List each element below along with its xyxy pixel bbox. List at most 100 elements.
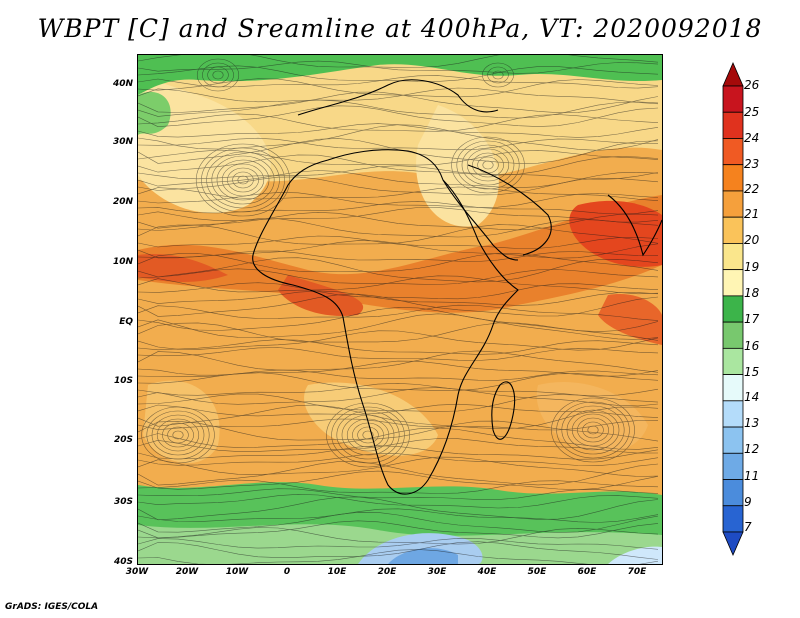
colorbar-swatch [722, 269, 744, 297]
streamline [138, 549, 659, 564]
colorbar-swatch [722, 111, 744, 139]
vortex-streamline [156, 418, 200, 452]
streamline [138, 387, 659, 407]
colorbar-swatch [722, 243, 744, 271]
streamline [138, 496, 659, 521]
india-coastline [607, 194, 662, 257]
lat-label-40s: 40S [113, 557, 133, 567]
lon-label-10w: 10W [225, 567, 249, 577]
lon-label-60e: 60E [577, 567, 597, 577]
colorbar-level-label: 13 [744, 416, 760, 430]
vortex-streamline [216, 159, 270, 201]
lon-label-50e: 50E [527, 567, 547, 577]
streamline [138, 224, 659, 245]
streamline [138, 313, 659, 340]
colorbar-swatch [722, 479, 744, 507]
lat-label-eq: EQ [119, 317, 133, 327]
colorbar-swatch [722, 164, 744, 192]
colorbar-level-label: 12 [744, 442, 760, 456]
streamline [138, 418, 659, 431]
europe-coastline [297, 79, 499, 116]
colorbar-swatch [722, 505, 744, 533]
streamline [138, 293, 659, 317]
vortex-streamline [566, 409, 620, 451]
colorbar-swatch [722, 138, 744, 166]
vortex-streamline [146, 410, 210, 460]
vortex-streamline [202, 62, 234, 88]
africa-coastline [252, 149, 519, 495]
lat-label-20n: 20N [112, 197, 133, 207]
lat-label-30s: 30S [113, 497, 133, 507]
streamline [138, 176, 659, 196]
gulf-red-orange-patch [278, 275, 364, 316]
streamline [138, 149, 659, 166]
streamline [138, 207, 659, 223]
streamline [138, 445, 659, 460]
lon-label-20w: 20W [175, 567, 199, 577]
colorbar-swatch [722, 400, 744, 428]
streamline [138, 55, 659, 68]
streamline [138, 541, 659, 560]
colorbar-level-label: 22 [744, 182, 760, 196]
streamline [138, 250, 659, 262]
lat-label-40n: 40N [112, 79, 133, 89]
lon-label-30e: 30E [427, 567, 447, 577]
north-atlantic-pale-region [138, 75, 271, 214]
vortex-streamline [336, 410, 400, 460]
vortex-streamline [212, 70, 224, 80]
vortex-streamline [482, 62, 514, 88]
streamline [138, 165, 659, 180]
colorbar-bottom-arrow [722, 531, 744, 556]
coastline-layer [252, 79, 662, 495]
streamline [138, 350, 659, 373]
vortex-streamline [456, 140, 520, 190]
vortex-streamline [167, 426, 189, 444]
streamline [138, 453, 659, 467]
indian-ocean-orange-patch [598, 294, 662, 345]
vortex-streamline [472, 152, 504, 178]
chart-title: WBPT [C] and Sreamline at 400hPa, VT: 20… [37, 14, 763, 43]
vortex-streamline [162, 422, 194, 448]
colorbar-swatch [722, 85, 744, 113]
colorbar-swatch [722, 190, 744, 218]
streamline [138, 304, 659, 321]
streamline [138, 192, 659, 208]
colorbar-swatch [722, 216, 744, 244]
west-red-orange-patch [138, 254, 228, 282]
streamline [138, 113, 659, 132]
vortex-streamline [195, 143, 291, 217]
footer-credit: GrADS: IGES/COLA [5, 602, 99, 612]
streamline-layer [138, 55, 659, 564]
vortex-streamline [141, 406, 215, 464]
vortex-streamline [237, 175, 249, 185]
colorbar-level-label: 26 [744, 78, 760, 92]
vortex-streamline [492, 70, 504, 80]
streamline [138, 347, 659, 361]
vortex-streamline [451, 136, 525, 194]
streamline [138, 268, 659, 285]
streamline [138, 124, 659, 151]
streamline [138, 65, 659, 82]
streamline [138, 427, 659, 450]
south-blue-patch [388, 548, 458, 564]
streamline [138, 508, 659, 523]
streamline [138, 211, 659, 231]
vortex-streamline [341, 414, 395, 456]
streamline [138, 527, 659, 545]
vortex-streamline [211, 155, 275, 205]
streamline [138, 404, 659, 430]
lon-label-30w: 30W [125, 567, 149, 577]
streamline [138, 235, 659, 249]
east-red-region [569, 200, 662, 267]
vortex-streamline [331, 406, 405, 464]
colorbar-level-label: 16 [744, 339, 760, 353]
streamline [138, 201, 659, 215]
arabia-coastline [467, 164, 552, 256]
streamline [138, 78, 659, 98]
streamline [138, 257, 659, 283]
lon-label-20e: 20E [377, 567, 397, 577]
vortex-streamline [207, 66, 229, 84]
colorbar-level-label: 24 [744, 131, 760, 145]
colorbar-level-label: 17 [744, 312, 760, 326]
streamline [138, 252, 659, 273]
